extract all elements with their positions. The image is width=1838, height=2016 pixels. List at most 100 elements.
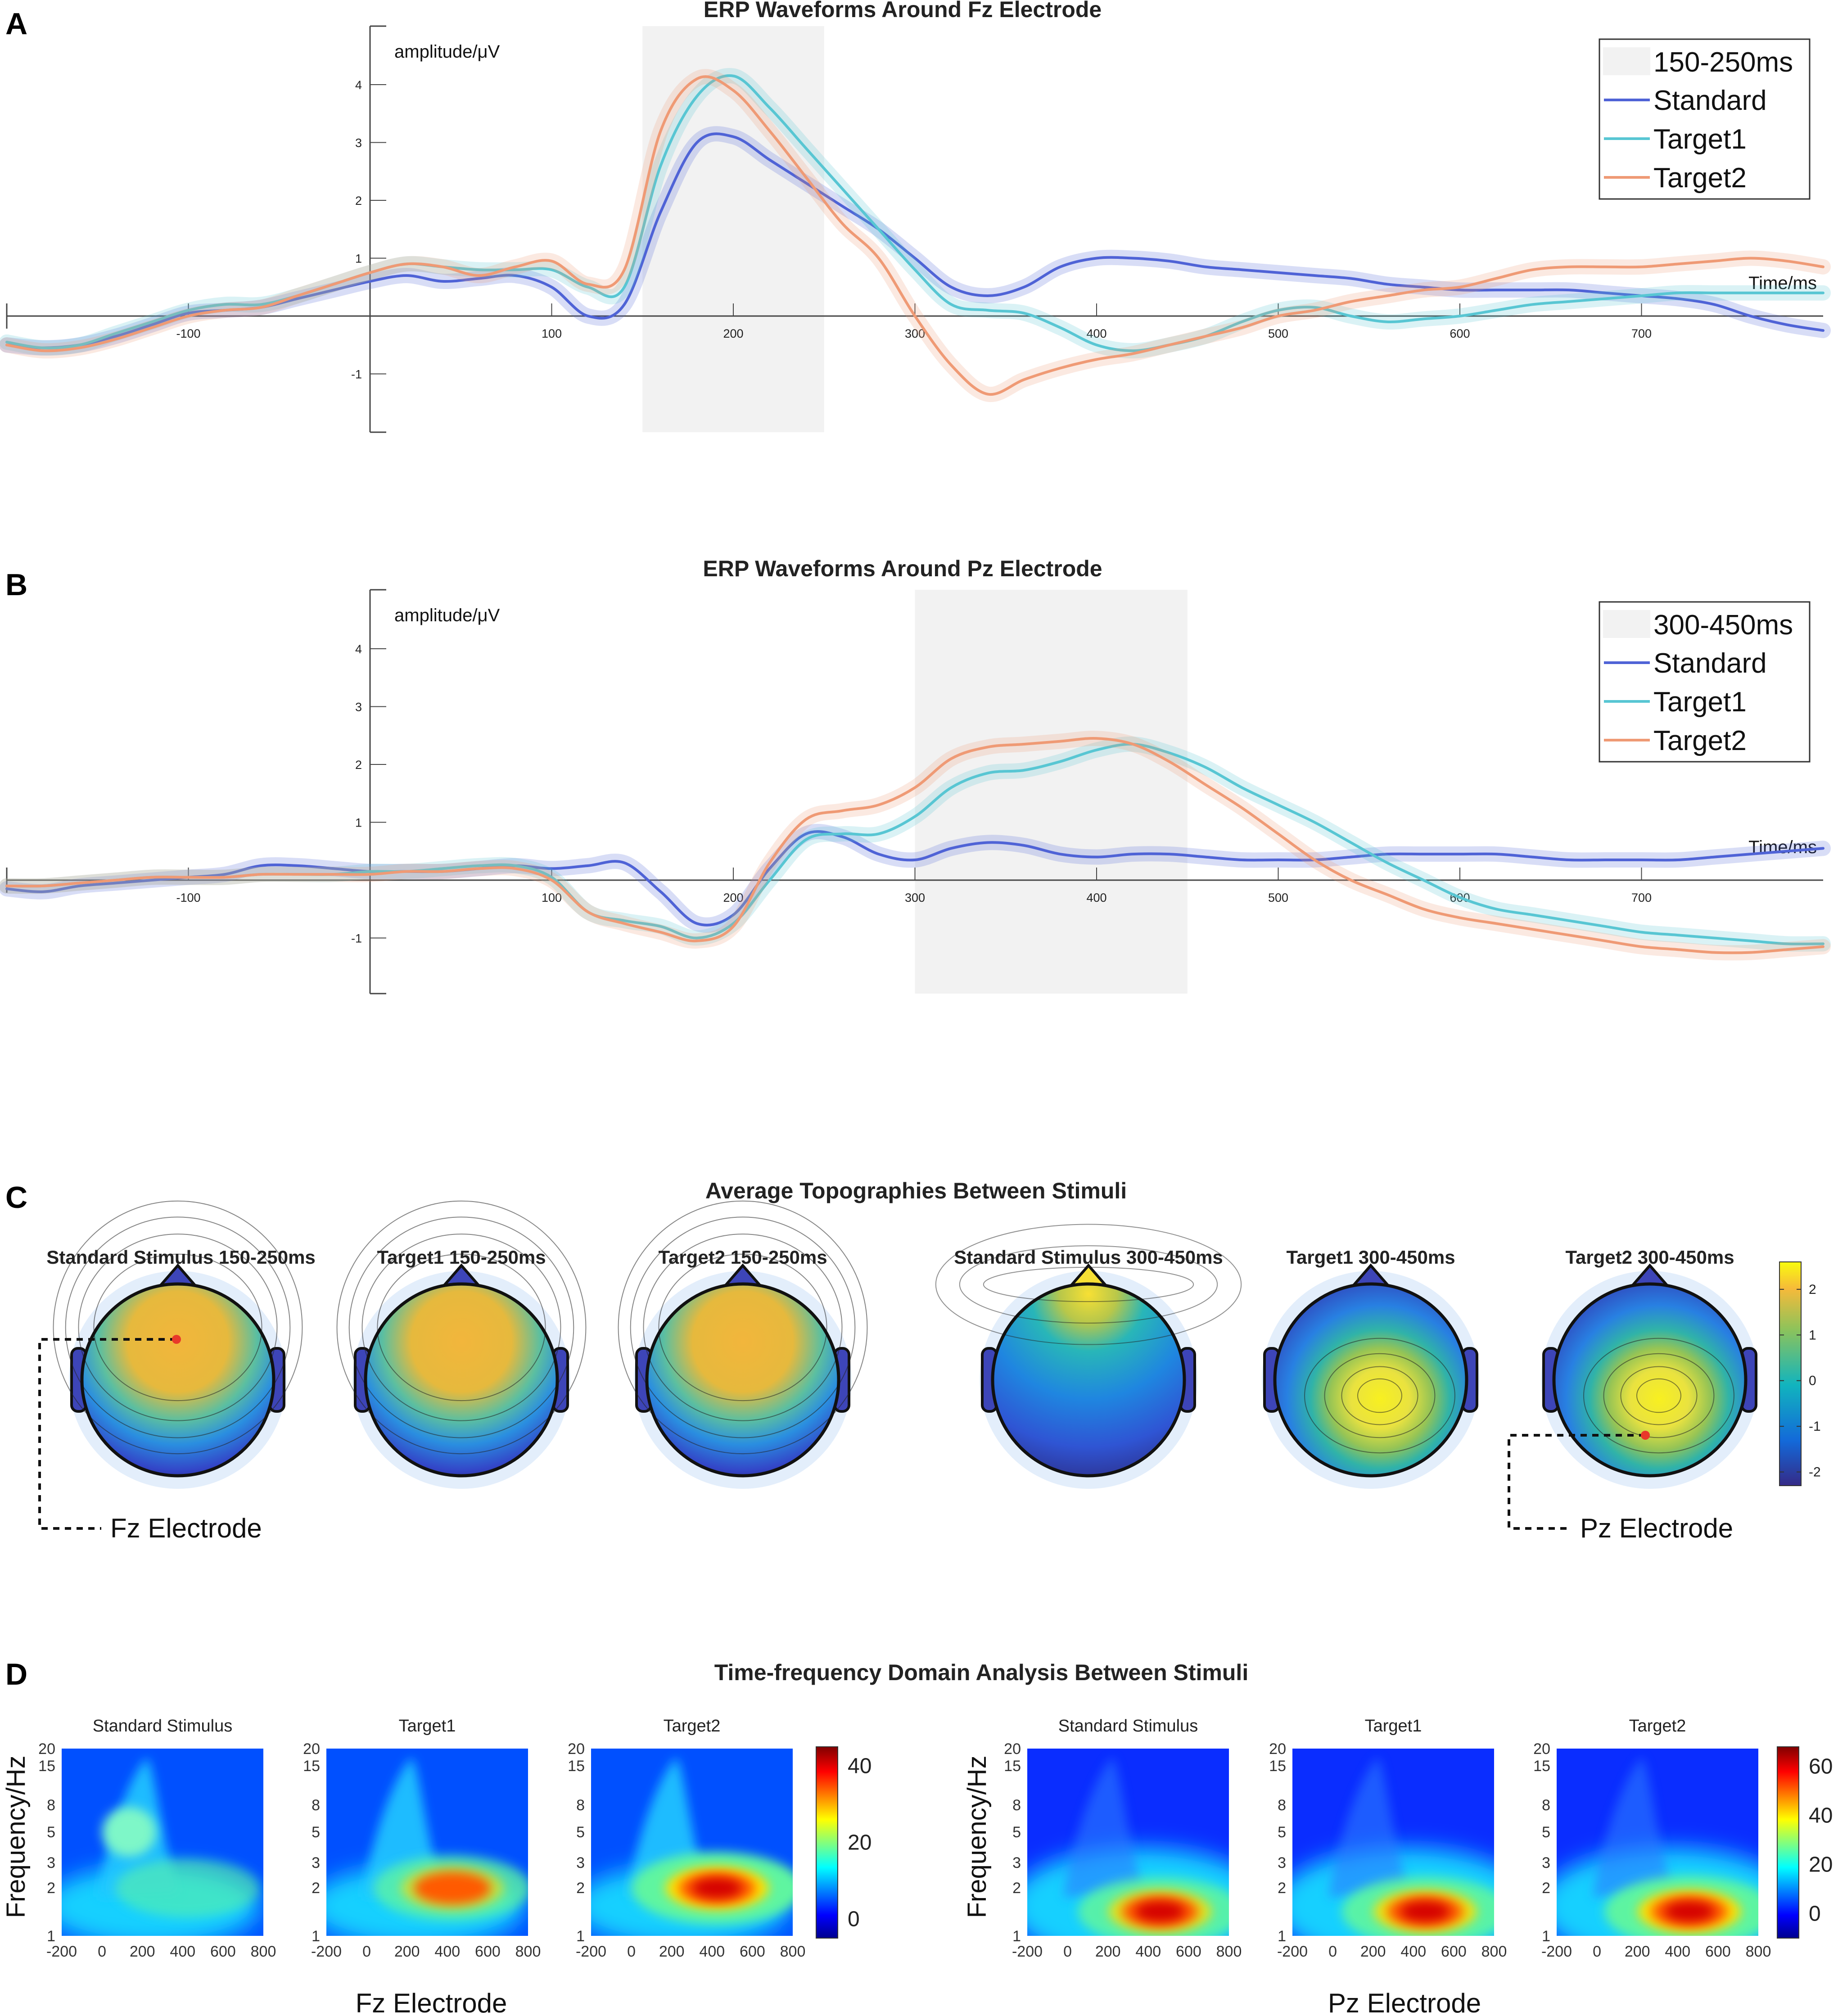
tf-ytick-label: 5 — [1278, 1824, 1286, 1841]
tf-xtick-label: 600 — [1176, 1943, 1201, 1960]
head-outline — [364, 1282, 559, 1478]
tf-ytick-label: 20 — [1004, 1740, 1021, 1758]
topography-maps: Standard Stimulus 150-250ms Target1 150-2… — [46, 1200, 1759, 1489]
legend-label-standard: Standard — [1653, 85, 1767, 116]
tf-colorbar-tick-label: 60 — [1809, 1755, 1833, 1779]
tf-xtick-label: 400 — [170, 1943, 195, 1960]
x-tick-label: -100 — [176, 891, 200, 904]
contour-line — [643, 1234, 843, 1421]
tf-colorbar-tick-label: 40 — [848, 1754, 872, 1778]
tf-ytick-label: 1 — [1542, 1928, 1550, 1945]
tf-xtick-label: -200 — [1541, 1943, 1572, 1960]
tf-blob-red — [1400, 1902, 1450, 1921]
tf-xtick-label: -200 — [46, 1943, 77, 1960]
tf-xtick-label: 400 — [699, 1943, 725, 1960]
tf-ytick-label: 8 — [47, 1797, 55, 1814]
tf-ytick-label: 3 — [576, 1854, 585, 1871]
contour-line — [361, 1234, 561, 1421]
tf-hotspot — [102, 1807, 156, 1857]
tf-blob-red — [1665, 1902, 1714, 1921]
x-tick-label: 600 — [1450, 327, 1470, 340]
topomap-3: Target2 150-250ms — [618, 1200, 868, 1489]
topomap-5: Target1 300-450ms — [1262, 1247, 1480, 1489]
tf-xtick-label: 200 — [394, 1943, 420, 1960]
tf-xtick-label: 200 — [1360, 1943, 1386, 1960]
contour-line — [935, 1224, 1242, 1345]
tf-ytick-label: 15 — [303, 1758, 320, 1775]
tf-blob-red — [1135, 1902, 1185, 1921]
tf-plume — [1328, 1758, 1409, 1897]
x-tick-label: 400 — [1086, 891, 1106, 904]
tf-xtick-label: 600 — [475, 1943, 501, 1960]
tf-title: Target2 — [1629, 1717, 1686, 1736]
x-tick-label: 100 — [542, 327, 562, 340]
contour-line — [1304, 1338, 1455, 1454]
y-tick-label: -1 — [351, 932, 362, 945]
tf-xtick-label: 600 — [210, 1943, 236, 1960]
tf-ytick-label: 20 — [1533, 1740, 1550, 1758]
tf-ytick-label: 15 — [38, 1758, 55, 1775]
tf-ytick-label: 2 — [47, 1880, 55, 1897]
topography-colorbar — [1779, 1261, 1802, 1486]
y-tick-label: 4 — [355, 78, 362, 92]
contour-line — [53, 1200, 303, 1455]
tf-title: Target2 — [664, 1717, 721, 1736]
contour-line — [1324, 1353, 1436, 1438]
fz-electrode-label: Fz Electrode — [110, 1513, 262, 1543]
tf-ytick-label: 20 — [568, 1740, 585, 1758]
tf-ytick-label: 8 — [312, 1797, 320, 1814]
panel-c-title: Average Topographies Between Stimuli — [705, 1178, 1127, 1203]
tf-xtick-label: -200 — [576, 1943, 606, 1960]
head-outline — [991, 1282, 1186, 1478]
colorbar-tick-label: 0 — [1809, 1374, 1816, 1388]
contour-line — [959, 1245, 1218, 1324]
tf-xtick-label: 400 — [1400, 1943, 1426, 1960]
colorbar-tick-label: 2 — [1809, 1282, 1816, 1297]
legend: 150-250ms Standard Target1 Target2 — [1599, 38, 1811, 200]
tf-ytick-label: 1 — [47, 1928, 55, 1945]
tf-xtick-label: 400 — [1135, 1943, 1161, 1960]
tf-content — [1557, 1758, 1758, 1936]
tf-xtick-label: 200 — [1625, 1943, 1650, 1960]
tf-ytick-label: 15 — [1004, 1758, 1021, 1775]
erp-chart-a: -100 100 200 300 400 500 600 700 -1 1 2 3 4 amplitude… — [0, 25, 1831, 433]
tf-xtick-label: 800 — [1481, 1943, 1507, 1960]
x-tick-label: 500 — [1268, 327, 1288, 340]
tf-xtick-label: 200 — [1095, 1943, 1121, 1960]
panel-c: C Average Topographies Between Stimuli S… — [5, 1178, 1821, 1543]
topomap-2: Target1 150-250ms — [336, 1200, 587, 1489]
topomap-1: Standard Stimulus 150-250ms — [46, 1200, 316, 1489]
tf-ytick-label: 5 — [47, 1824, 55, 1841]
series-band-target2 — [0, 69, 1831, 402]
tf-ytick-label: 20 — [1269, 1740, 1286, 1758]
y-tick-label: 3 — [355, 701, 362, 714]
contour-line — [336, 1200, 587, 1455]
panel-d: D Time-frequency Domain Analysis Between… — [1, 1657, 1833, 2016]
head-outline — [80, 1282, 275, 1478]
contour-line — [1636, 1378, 1681, 1413]
scalp-map — [993, 1284, 1184, 1475]
tf-blob-orange — [414, 1872, 491, 1904]
tf-colorbar-tick-label: 0 — [1809, 1902, 1821, 1926]
legend-box — [1599, 601, 1811, 763]
tf-ytick-label: 15 — [568, 1758, 585, 1775]
legend-label-target2: Target2 — [1653, 163, 1747, 194]
contour-line — [1583, 1338, 1734, 1454]
panel-a-title: ERP Waveforms Around Fz Electrode — [704, 0, 1102, 22]
tf-ytick-label: 15 — [1269, 1758, 1286, 1775]
contour-line — [630, 1216, 856, 1438]
legend-label-target1: Target1 — [1653, 124, 1747, 155]
y-axis-label: amplitude/μV — [394, 606, 500, 625]
y-tick-label: 1 — [355, 816, 362, 830]
legend-window-label: 150-250ms — [1653, 47, 1793, 78]
tf-xtick-label: 800 — [251, 1943, 276, 1960]
legend-window-swatch — [1603, 610, 1650, 638]
panel-d-title: Time-frequency Domain Analysis Between S… — [714, 1660, 1248, 1685]
contour-line — [658, 1253, 827, 1401]
tf-xtick-label: 0 — [1328, 1943, 1337, 1960]
y-tick-label: 2 — [355, 758, 362, 772]
